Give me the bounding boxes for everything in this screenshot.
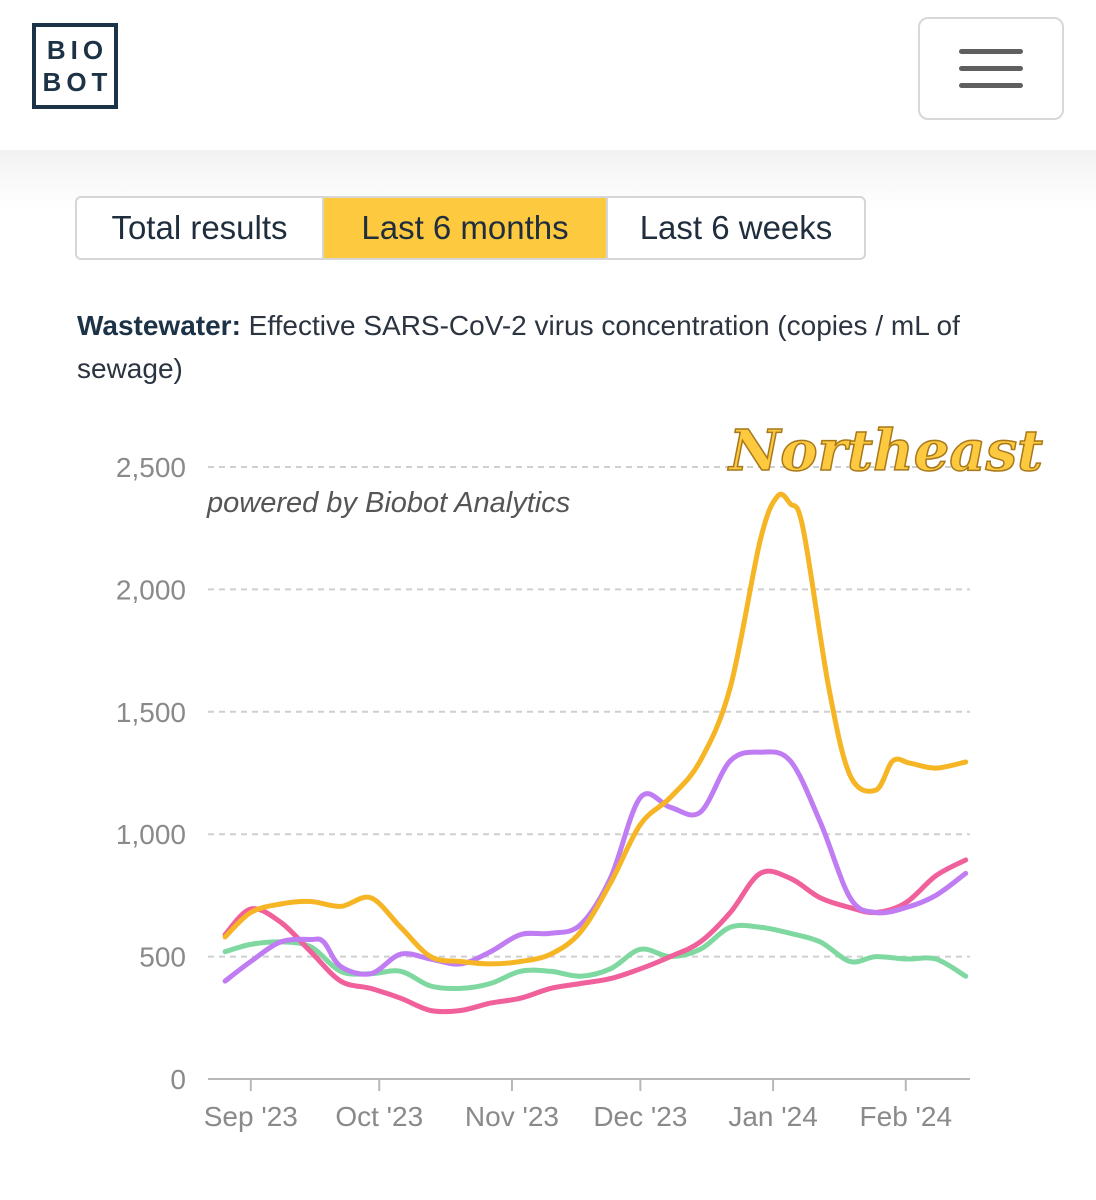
logo-line-1: BIO [46, 35, 109, 65]
menu-icon-bar [959, 49, 1023, 54]
subtitle-bold: Wastewater: [77, 310, 241, 341]
hamburger-menu-button[interactable] [918, 17, 1064, 120]
x-tick-label: Nov '23 [465, 1101, 559, 1132]
logo-line-2: BOT [42, 67, 113, 97]
y-tick-label: 500 [139, 942, 186, 973]
tab-last-6-months[interactable]: Last 6 months [324, 198, 606, 258]
x-tick-label: Oct '23 [335, 1101, 423, 1132]
series-line-region-3 [222, 857, 969, 1015]
top-header: BIO BOT [0, 0, 1096, 150]
y-tick-label: 2,000 [116, 574, 186, 605]
subtitle-text: Effective SARS-CoV-2 virus concentration… [77, 310, 960, 384]
y-tick-label: 1,000 [116, 819, 186, 850]
x-tick-label: Dec '23 [593, 1101, 687, 1132]
y-tick-label: 0 [170, 1064, 186, 1095]
x-tick-label: Sep '23 [204, 1101, 298, 1132]
time-range-tabs: Total results Last 6 months Last 6 weeks [75, 196, 866, 260]
series-line-northeast [222, 491, 969, 967]
chart-title: Northeast [727, 418, 1043, 484]
tab-last-6-weeks[interactable]: Last 6 weeks [606, 198, 864, 258]
y-tick-label: 2,500 [116, 452, 186, 483]
x-tick-label: Jan '24 [728, 1101, 817, 1132]
tab-total-results[interactable]: Total results [77, 198, 324, 258]
biobot-logo[interactable]: BIO BOT [32, 23, 118, 109]
menu-icon-bar [959, 66, 1023, 71]
menu-icon-bar [959, 83, 1023, 88]
chart-subtitle: Wastewater: Effective SARS-CoV-2 virus c… [77, 304, 1037, 390]
series-line-region-4 [222, 922, 969, 992]
x-tick-label: Feb '24 [860, 1101, 953, 1132]
series-line-region-2 [222, 749, 969, 984]
y-tick-label: 1,500 [116, 697, 186, 728]
watermark-text: powered by Biobot Analytics [206, 487, 570, 519]
